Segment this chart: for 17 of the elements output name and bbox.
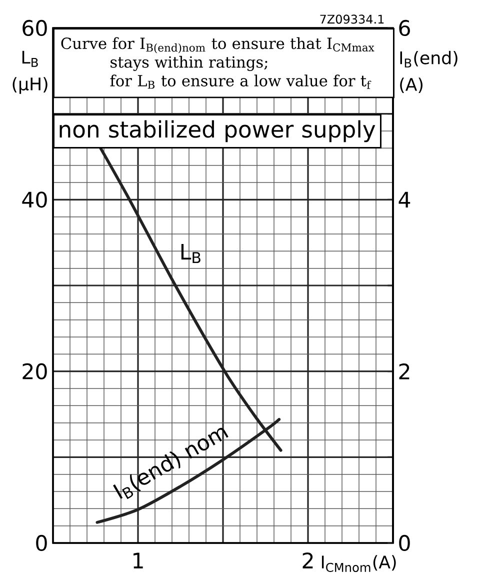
y2-tick-label: 4 [398,192,410,208]
y-tick-label: 20 [22,363,47,380]
y2-axis-title: I$_{B}$(end) (A) [400,50,458,94]
x-axis-title: I$_{CMnom}$(A) [322,555,396,572]
y-tick-label: 60 [22,20,47,36]
y2-tick-label: 6 [399,20,410,36]
annotation: non stabilized power supply [60,120,376,142]
annotation: for L$_{B}$ to ensure a low value for t$_{f}$ [110,74,372,89]
y-tick-label: 0 [36,534,47,552]
y-axis-title: L$_{B}$ (µH) [12,50,48,94]
annotation: stays within ratings; [110,56,268,71]
x-tick-label: 1 [134,552,143,568]
annotation: Curve for I$_{B(end)nom}$ to ensure that I$_{CMmax}$ [61,37,374,54]
y2-tick-label: 0 [399,534,410,552]
y2-tick-label: 2 [399,363,410,380]
text: 7Z09334.1 [320,14,384,24]
y-tick-label: 40 [22,192,47,208]
